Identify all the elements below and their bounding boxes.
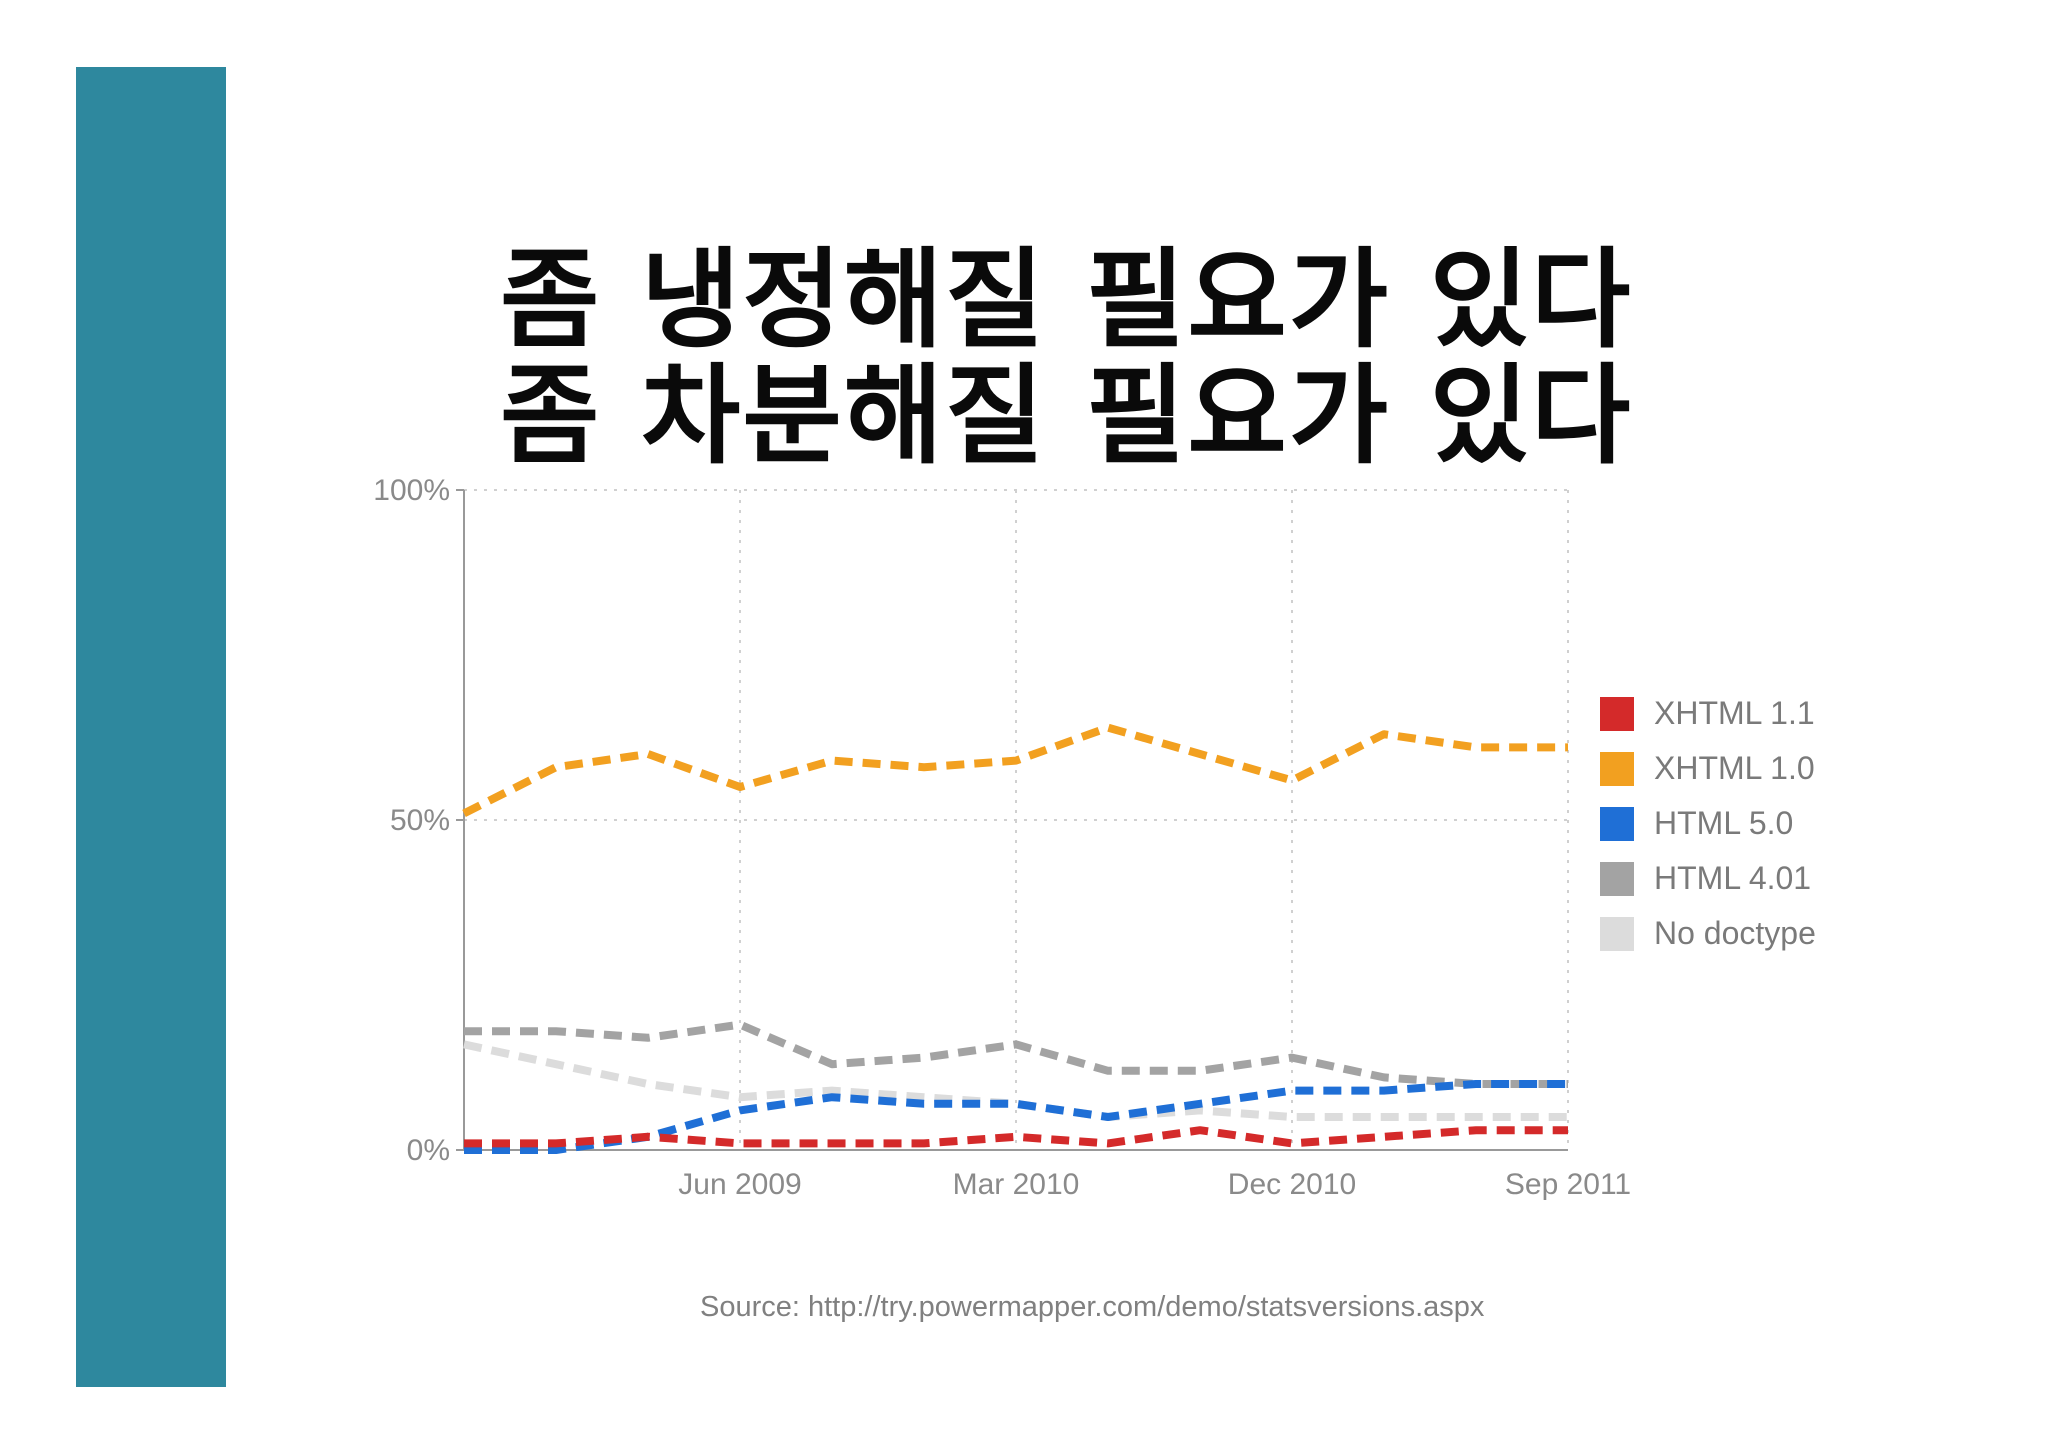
legend-label: XHTML 1.0 bbox=[1654, 750, 1815, 786]
x-tick-label: Dec 2010 bbox=[1228, 1168, 1356, 1201]
chart-tick-labels: 100% 50% 0% Jun 2009 Mar 2010 Dec 2010 Sep 201… bbox=[373, 474, 1631, 1201]
slide-title: 좀 냉정해질 필요가 있다 좀 차분해질 필요가 있다 bbox=[500, 243, 1700, 475]
y-tick-label: 100% bbox=[373, 474, 450, 507]
legend-label: HTML 5.0 bbox=[1654, 805, 1794, 841]
legend-label: HTML 4.01 bbox=[1654, 860, 1812, 896]
legend-item: XHTML 1.0 bbox=[1600, 741, 1860, 796]
y-tick-label: 50% bbox=[390, 804, 450, 837]
x-tick-label: Jun 2009 bbox=[678, 1168, 801, 1201]
series-line-no-doctype bbox=[463, 1040, 1568, 1121]
accent-sidebar bbox=[76, 67, 226, 1387]
legend-swatch bbox=[1600, 861, 1634, 896]
chart-legend: XHTML 1.1 XHTML 1.0 HTML 5.0 HTML 4.01 No do… bbox=[1600, 686, 1860, 961]
legend-label: XHTML 1.1 bbox=[1654, 695, 1815, 731]
legend-item: No doctype bbox=[1600, 906, 1860, 961]
y-tick-label: 0% bbox=[407, 1134, 450, 1167]
series-line-html-4-01 bbox=[464, 1020, 1568, 1088]
chart-series bbox=[462, 723, 1568, 1154]
series-line-xhtml-1-0 bbox=[462, 723, 1568, 817]
chart-grid bbox=[464, 489, 1569, 1150]
legend-swatch bbox=[1600, 916, 1634, 951]
x-tick-label: Mar 2010 bbox=[953, 1168, 1080, 1201]
legend-swatch bbox=[1600, 751, 1634, 786]
legend-swatch bbox=[1600, 806, 1634, 841]
slide-title-line-2: 좀 차분해질 필요가 있다 bbox=[500, 354, 1633, 479]
legend-item: HTML 5.0 bbox=[1600, 796, 1860, 851]
x-tick-label: Sep 2011 bbox=[1505, 1168, 1631, 1201]
chart-axes bbox=[456, 489, 1568, 1151]
slide-title-line-1: 좀 냉정해질 필요가 있다 bbox=[500, 238, 1633, 363]
legend-item: XHTML 1.1 bbox=[1600, 686, 1860, 741]
legend-item: HTML 4.01 bbox=[1600, 851, 1860, 906]
source-citation: Source: http://try.powermapper.com/demo/… bbox=[700, 1291, 1485, 1323]
legend-swatch bbox=[1600, 696, 1634, 731]
series-line-xhtml-1-1 bbox=[464, 1126, 1568, 1148]
legend-label: No doctype bbox=[1654, 915, 1816, 951]
